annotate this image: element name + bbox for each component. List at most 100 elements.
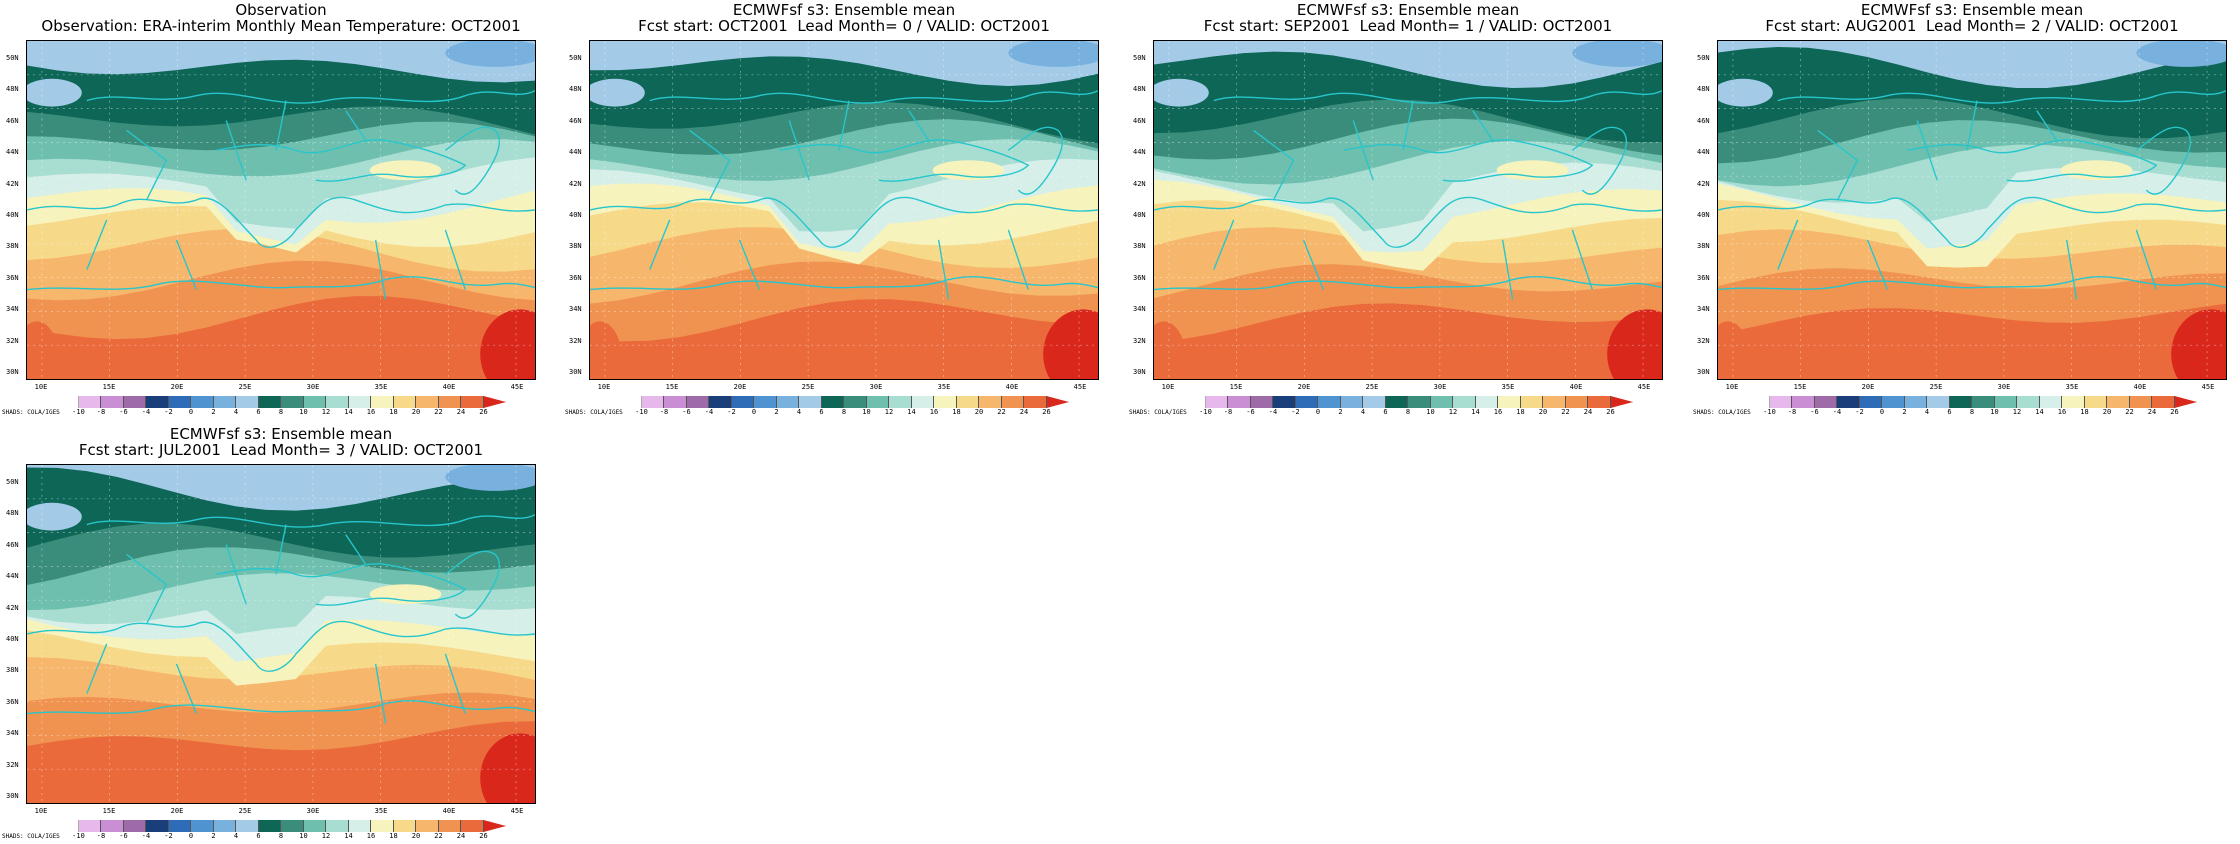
cool-patch [1154,78,1209,107]
colorbar-label: 10 [299,832,308,840]
colorbar-label: 18 [952,408,961,416]
x-tick-label: 45E [510,807,524,815]
colorbar-swatch [1205,396,1228,408]
colorbar-swatch [664,396,687,408]
coastline [1154,196,1662,248]
x-tick-label: 20E [170,383,184,391]
y-tick-label: 46N [1697,116,1710,125]
y-tick-label: 30N [6,792,19,800]
colorbar-label: 12 [321,408,331,416]
colorbar-swatch [371,396,394,408]
colorbar-label: -8 [1223,408,1233,416]
colorbar-swatch [1453,396,1476,408]
colorbar-swatch [1475,396,1498,408]
hot-spot [1607,309,1662,379]
colorbar-label: -6 [1246,408,1255,416]
colorbar-swatch [979,396,1002,408]
y-tick-label: 40N [6,211,19,219]
field-band [590,41,1098,87]
colorbar-label: 20 [2102,408,2112,416]
field-band [1154,41,1662,89]
colorbar-label: 14 [344,408,353,416]
colorbar-label: -10 [1199,408,1212,416]
colorbar-label: -8 [96,408,106,416]
x-tick-label: 20E [1861,383,1875,391]
colorbar-swatch [236,396,259,408]
colorbar-label: 20 [974,408,984,416]
cool-patch [1718,78,1773,107]
y-tick-label: 30N [6,368,19,376]
colorbar-label: 14 [907,408,916,416]
colorbar-swatch [1363,396,1386,408]
y-tick-label: 42N [1133,179,1146,188]
colorbar-label: 24 [2147,408,2157,416]
colorbar-swatch [101,396,124,408]
colorbar-label: 8 [1405,408,1411,416]
coastline [1154,276,1662,291]
colorbar-label: -2 [164,832,173,840]
y-tick-label: 44N [6,148,19,157]
colorbar-label: 0 [1315,408,1321,416]
colorbar-label: -4 [1832,408,1842,416]
y-tick-label: 36N [6,697,19,706]
colorbar-swatch [1610,396,1633,408]
x-tick-label: 30E [869,383,883,391]
colorbar [56,820,506,832]
colorbar-label: 4 [1924,408,1930,416]
coastline [1718,276,2226,291]
y-tick-label: 34N [1697,305,1710,314]
coastline [216,563,467,606]
y-tick-label: 48N [569,85,582,94]
colorbar-label: 22 [997,408,1006,416]
coastline [444,550,500,619]
x-tick-label: 10E [34,807,48,815]
colorbar-swatch [123,820,146,832]
y-tick-label: 42N [569,179,582,188]
x-tick-label: 30E [306,383,320,391]
colorbar-swatch [168,820,191,832]
colorbar-swatch [821,396,844,408]
y-tick-label: 42N [1697,179,1710,188]
colorbar-label: -8 [96,832,106,840]
colorbar-swatch [393,820,416,832]
colorbar-label: 24 [1019,408,1029,416]
colorbar-swatch [303,820,326,832]
colorbar-label: -6 [682,408,691,416]
coastline [86,524,466,724]
coastline [27,196,535,248]
colorbar-swatch [1904,396,1927,408]
x-tick-label: 15E [102,383,116,391]
colorbar-swatch [911,396,934,408]
coastline [27,620,535,672]
colorbar-swatch [101,820,124,832]
warm-pocket [2060,160,2133,181]
colorbar-label: 22 [1561,408,1570,416]
coastline [1007,126,1063,195]
colorbar-label: 2 [774,408,779,416]
y-tick-label: 32N [6,760,19,769]
y-tick-label: 38N [569,242,582,251]
colorbar [56,396,506,408]
warm-pocket [1496,160,1569,181]
colorbar-label: 24 [1583,408,1593,416]
x-tick-label: 35E [2065,383,2079,391]
colorbar-label: -4 [141,408,151,416]
colorbar-label: -4 [1268,408,1278,416]
coastline [86,514,535,528]
y-tick-label: 46N [569,116,582,125]
coastline [590,276,1098,291]
coastline [216,139,467,182]
x-tick-label: 35E [937,383,951,391]
colorbar-label: 10 [1426,408,1435,416]
colorbar-label: 26 [479,408,488,416]
colorbar-swatch [1565,396,1588,408]
y-tick-label: 50N [1133,54,1146,62]
x-tick-label: 20E [733,383,747,391]
colorbar-label: 10 [1990,408,1999,416]
colorbar-swatch [483,396,506,408]
y-tick-label: 40N [1133,211,1146,219]
colorbar-swatch [1972,396,1995,408]
y-tick-label: 48N [6,85,19,94]
coastline [27,276,535,291]
panel-title: ECMWFsf s3: Ensemble mean [1860,1,2084,19]
